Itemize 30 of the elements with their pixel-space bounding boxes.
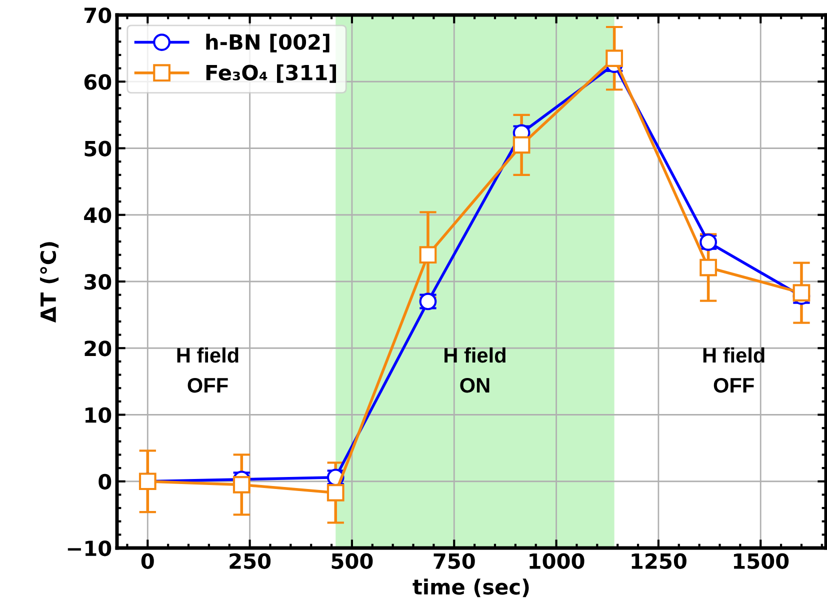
- x-tick-label: 0: [141, 553, 154, 569]
- x-tick-label: 1500: [734, 553, 789, 569]
- y-tick-label: 50: [84, 140, 112, 156]
- point: [606, 50, 624, 67]
- y-tick-label: 0: [98, 474, 112, 490]
- x-tick-label: 500: [332, 553, 373, 569]
- y-tick-label: 10: [86, 407, 112, 423]
- y-tick-label: 70: [84, 7, 112, 24]
- y-tick-label: 20: [84, 340, 112, 356]
- annotation: H field OFF: [177, 347, 238, 393]
- point: [792, 284, 810, 302]
- y-axis-title: ΔT (°C): [40, 242, 59, 323]
- x-axis-title: time (sec): [412, 578, 529, 598]
- point: [512, 136, 530, 154]
- x-tick-label: 1250: [632, 553, 686, 569]
- y-tick-label: 40: [84, 207, 112, 224]
- x-tick-label: 750: [434, 553, 475, 569]
- band-label: H field ON: [444, 347, 506, 393]
- point: [419, 246, 437, 264]
- y-tick-label: −10: [68, 540, 112, 556]
- point: [232, 476, 250, 494]
- legend-label: Fe₃O₄ [311]: [206, 64, 336, 83]
- point: [700, 258, 717, 276]
- annotation: H field OFF: [703, 347, 764, 393]
- y-tick-label: 60: [84, 74, 112, 90]
- x-tick-label: 1000: [530, 553, 584, 569]
- x-tick-label: 250: [230, 553, 271, 569]
- point: [326, 484, 344, 502]
- legend-label: h-BN [002]: [206, 34, 330, 52]
- y-tick-label: 30: [84, 274, 112, 290]
